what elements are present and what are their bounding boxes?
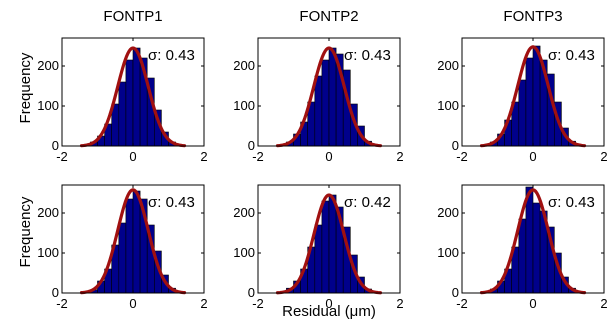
histogram-bar [518,79,527,147]
histogram-bar [125,198,134,294]
y-tick-label: 0 [248,285,255,300]
sigma-annotation: σ: 0.43 [548,194,595,211]
figure-ylabel-top: Frequency [17,52,34,123]
x-tick-label: -2 [456,149,468,164]
x-tick-label: 2 [600,149,607,164]
gaussian-fit-curve [79,188,187,295]
y-tick-label: 200 [233,58,255,73]
figure-xlabel: Residual (μm) [282,303,376,320]
y-tick-label: 0 [52,285,59,300]
panel-title: FONTP1 [103,8,162,25]
sigma-annotation: σ: 0.42 [344,194,391,211]
x-tick-label: -2 [456,296,468,311]
histogram-bar [314,75,323,147]
x-tick-label: -2 [56,149,68,164]
histogram-bar [118,222,127,294]
y-tick-label: 0 [452,285,459,300]
histogram-bar [532,45,541,147]
x-tick-label: 2 [200,149,207,164]
x-tick-label: 0 [129,149,136,164]
x-tick-label: 0 [529,149,536,164]
histogram-bar [118,81,127,147]
histogram-bar [525,57,534,147]
histogram-bar [314,224,323,294]
y-tick-label: 0 [452,138,459,153]
y-tick-label: 200 [437,58,459,73]
histogram-bar [532,202,541,294]
panel-title: FONTP3 [503,8,562,25]
histogram-bar [518,218,527,294]
y-tick-label: 100 [437,245,459,260]
gaussian-fit-curve [79,46,187,148]
histogram-bar [125,59,134,147]
x-tick-label: 0 [529,296,536,311]
y-tick-label: 0 [248,138,255,153]
histogram-bar [328,194,337,294]
y-tick-label: 200 [437,205,459,220]
sigma-annotation: σ: 0.43 [148,47,195,64]
histogram-bar [525,186,534,294]
x-tick-label: 0 [325,296,332,311]
gaussian-fit-curve [479,45,587,148]
y-tick-label: 100 [233,245,255,260]
y-tick-label: 200 [37,205,59,220]
y-tick-label: 0 [52,138,59,153]
x-tick-label: 2 [396,296,403,311]
x-tick-label: 0 [325,149,332,164]
y-tick-label: 100 [37,98,59,113]
histogram-bar [321,59,330,147]
x-tick-label: 2 [600,296,607,311]
y-tick-label: 100 [437,98,459,113]
gaussian-fit-curve [275,46,383,148]
panel-title: FONTP2 [299,8,358,25]
sigma-annotation: σ: 0.43 [548,47,595,64]
histogram-bar [321,200,330,294]
sigma-annotation: σ: 0.43 [148,194,195,211]
histogram-bar [132,190,141,294]
y-tick-label: 200 [233,205,255,220]
x-tick-label: 2 [396,149,403,164]
x-tick-label: -2 [252,149,264,164]
gaussian-fit-curve [275,193,383,295]
histogram-bar [132,47,141,147]
x-tick-label: -2 [252,296,264,311]
gaussian-fit-curve [479,188,587,295]
y-tick-label: 100 [233,98,255,113]
y-tick-label: 100 [37,245,59,260]
x-tick-label: -2 [56,296,68,311]
sigma-annotation: σ: 0.43 [344,47,391,64]
x-tick-label: 2 [200,296,207,311]
histogram-bar [328,47,337,147]
y-tick-label: 200 [37,58,59,73]
x-tick-label: 0 [129,296,136,311]
figure-ylabel-bottom: Frequency [17,196,34,267]
